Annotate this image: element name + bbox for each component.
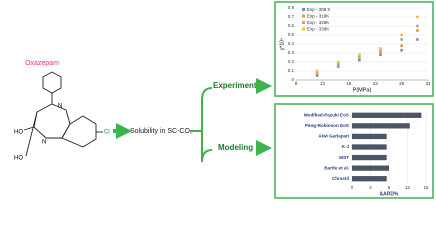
data-point	[379, 53, 382, 57]
legend-swatch	[302, 8, 305, 11]
category-label: MST	[339, 155, 349, 160]
legend-swatch	[302, 14, 305, 18]
y-tick-label: 0.4	[288, 41, 295, 46]
y-tick-label: 0.1	[288, 68, 295, 73]
data-point	[358, 58, 361, 62]
branch-label: Experimental	[213, 81, 263, 90]
bar	[352, 144, 387, 150]
bar	[352, 165, 389, 171]
x-tick-label: 18	[346, 81, 352, 86]
compound-name: Oxazepam	[25, 60, 59, 67]
category-label: K-J	[342, 144, 350, 149]
atom-label: N	[42, 140, 46, 146]
data-point	[400, 44, 403, 48]
legend-label: Exp - 308 K	[307, 7, 331, 12]
x-tick-label: 23	[373, 81, 379, 86]
chart-frame	[274, 1, 434, 97]
x-tick-label: 13	[320, 81, 326, 86]
y-axis-label: y*10⁴	[279, 38, 285, 50]
data-point	[315, 71, 319, 75]
x-tick-label: 28	[399, 81, 405, 86]
x-tick-label: 12	[405, 185, 411, 190]
x-tick-label: 0	[351, 185, 354, 190]
category-label: Bartle et al.	[324, 165, 349, 170]
data-point	[358, 53, 361, 57]
bar	[352, 123, 410, 129]
x-tick-label: 4	[369, 185, 372, 190]
atom-label: HO	[14, 156, 23, 162]
data-point	[358, 56, 361, 59]
x-tick-label: 8	[295, 81, 298, 86]
y-tick-label: 0	[291, 77, 294, 82]
y-tick-label: 0.3	[288, 50, 295, 55]
data-point	[400, 38, 403, 41]
data-point	[379, 49, 382, 52]
data-point	[379, 51, 382, 55]
branch-label: Modeling	[218, 143, 253, 152]
category-label: Modified-Pazuki EoS	[304, 113, 349, 118]
y-tick-label: 0.6	[288, 23, 295, 28]
y-tick-label: 0.7	[288, 14, 295, 19]
legend-swatch	[302, 21, 305, 24]
legend-label: Exp - 318K	[307, 13, 329, 18]
atom-label: HO	[14, 130, 23, 136]
y-tick-label: 0.8	[288, 5, 295, 10]
atom-label: N	[58, 104, 62, 110]
x-tick-label: 33	[425, 81, 431, 86]
data-point	[416, 29, 419, 32]
molecule	[23, 71, 103, 157]
legend-label: Exp - 328K	[307, 20, 329, 25]
legend-swatch	[302, 27, 305, 31]
x-tick-label: 16	[423, 185, 429, 190]
data-point	[416, 24, 419, 28]
atom-label: Cl	[104, 130, 110, 136]
bar	[352, 176, 387, 182]
x-tick-label: 8	[388, 185, 391, 190]
legend-label: Exp - 338K	[307, 26, 329, 31]
process-label: Solubility in SC-CO₂	[130, 128, 193, 135]
data-point	[400, 33, 403, 37]
data-point	[336, 62, 340, 66]
data-point	[379, 47, 382, 50]
category-label: Chrastil	[332, 176, 349, 181]
data-point	[416, 38, 419, 41]
y-tick-label: 0.2	[288, 59, 295, 64]
data-point	[315, 74, 319, 77]
data-point	[336, 60, 340, 64]
category-label: Peng-Robinson EoS	[305, 123, 349, 128]
y-tick-label: 0.5	[288, 32, 295, 37]
graphical-abstract: Oxazepam N N Cl HO HO Solubility in SC-C…	[14, 1, 434, 199]
chart-frame	[274, 103, 434, 199]
bar	[352, 112, 422, 118]
bar	[352, 133, 387, 140]
category-label: Alwi Garlapati	[318, 134, 349, 139]
data-point	[315, 69, 319, 73]
data-point	[336, 65, 340, 68]
x-axis-label: P(MPa)	[353, 87, 372, 93]
bracket	[201, 87, 213, 163]
bar	[352, 154, 387, 161]
data-point	[400, 49, 403, 52]
x-axis-label: AARD%	[380, 191, 399, 197]
data-point	[416, 15, 419, 19]
